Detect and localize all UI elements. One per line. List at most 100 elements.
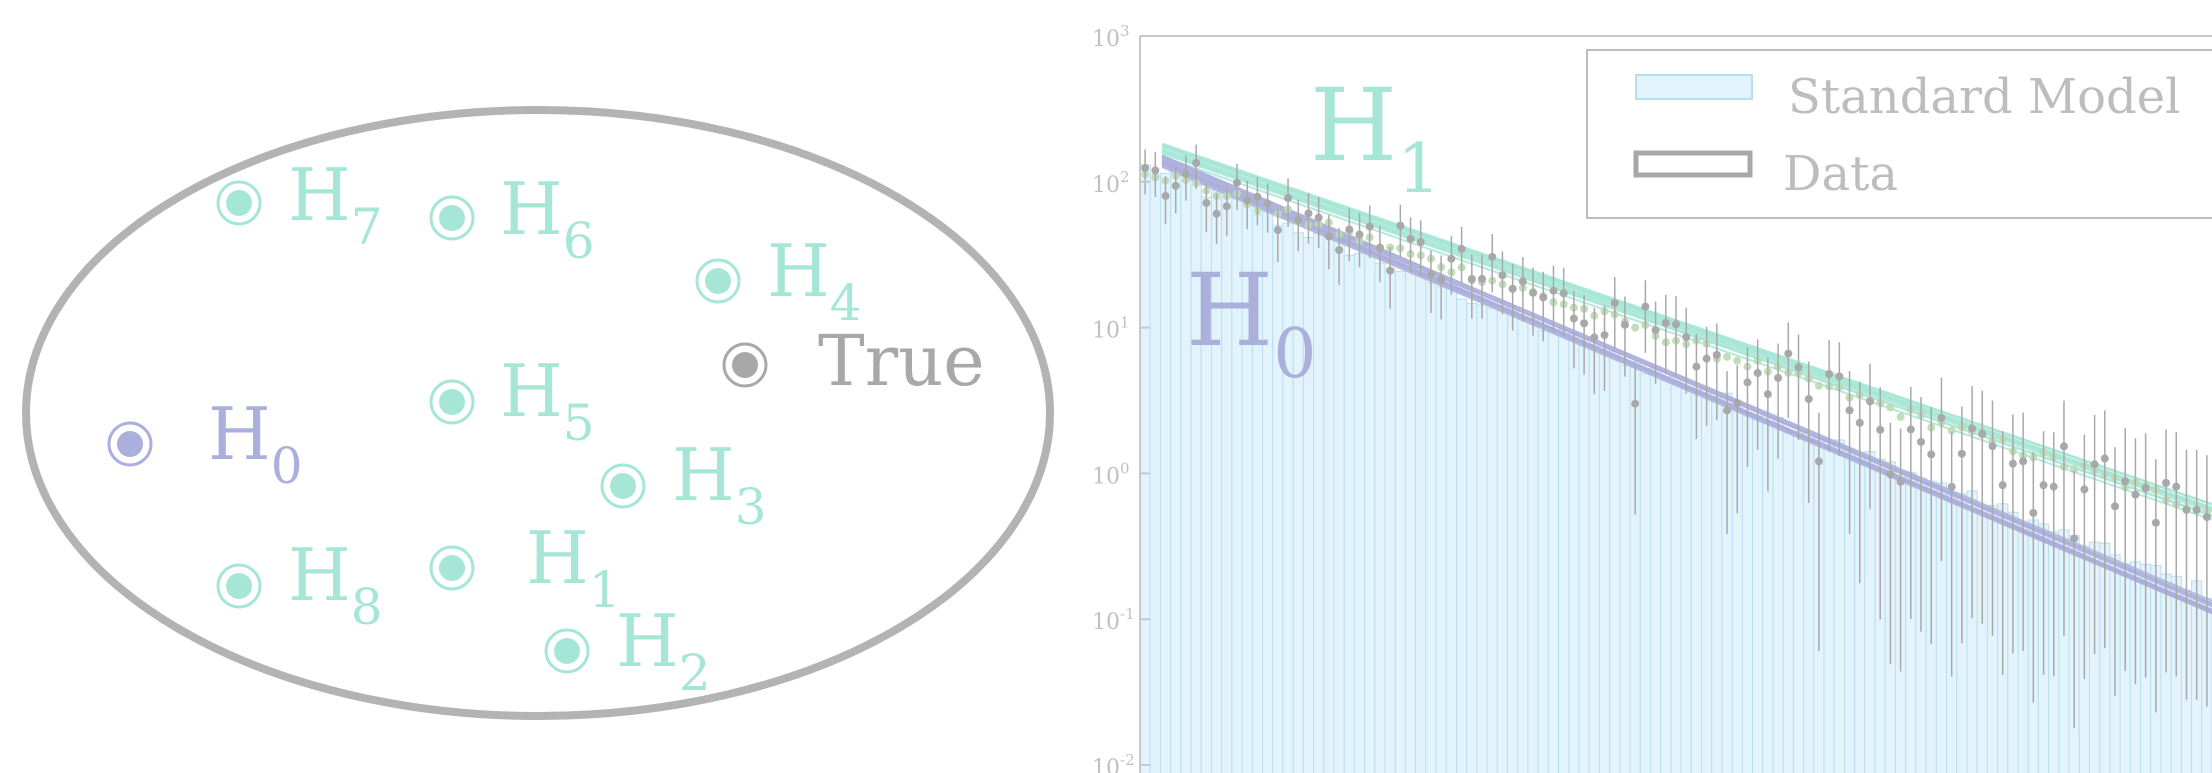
data-point	[1794, 363, 1803, 372]
legend: Standard Model Data	[1586, 49, 2212, 219]
hypothesis-h3-label: H3	[672, 433, 767, 536]
sm-bar	[1159, 172, 1172, 773]
data-point	[1927, 450, 1936, 459]
sm-bar	[1680, 386, 1692, 773]
data-point	[1865, 397, 1874, 406]
data-point	[1692, 362, 1701, 371]
data-point	[1294, 216, 1303, 225]
sm-bar	[1404, 266, 1417, 773]
sm-bar	[1772, 417, 1784, 773]
data-point	[2008, 459, 2017, 468]
sm-bar	[1558, 328, 1570, 773]
true-label: True	[818, 320, 985, 402]
sm-bar	[1609, 351, 1621, 773]
ytick-label: 102	[1092, 168, 1130, 198]
data-point	[1141, 163, 1150, 172]
data-point	[1222, 202, 1231, 211]
hypothesis-h8-ring	[216, 563, 262, 609]
data-point	[1335, 246, 1344, 255]
sm-bar	[1690, 388, 1703, 773]
annotation-h1: H1	[1310, 67, 1440, 209]
hypothesis-h4-dot	[705, 268, 731, 294]
legend-swatch-data	[1633, 150, 1753, 178]
data-point	[1212, 209, 1221, 218]
data-point	[1712, 350, 1721, 359]
h1-band-line	[1161, 151, 2212, 513]
hypothesis-h5-dot	[439, 389, 465, 415]
legend-swatch-sm	[1635, 74, 1753, 100]
h0-band-line	[1161, 154, 2212, 605]
sm-bar	[1660, 376, 1672, 773]
h1-band-line	[1161, 143, 2212, 506]
data-point	[1978, 429, 1987, 438]
sm-bar	[1415, 271, 1427, 773]
data-point	[1804, 395, 1813, 404]
hypothesis-h8-label: H8	[288, 533, 383, 636]
data-point	[1396, 221, 1405, 230]
hypothesis-h1-label: H1	[526, 516, 621, 619]
data-point	[1559, 289, 1568, 298]
sm-bar	[1517, 318, 1529, 773]
hypothesis-h1-ring	[429, 545, 475, 591]
sm-bar	[1353, 252, 1366, 773]
data-point	[1733, 399, 1742, 408]
hypothesis-h2: H2	[544, 599, 711, 702]
sm-bar	[1374, 262, 1386, 773]
hypothesis-h6: H6	[429, 167, 595, 270]
data-point	[2192, 506, 2201, 515]
axes	[1139, 35, 2212, 773]
sm-bar	[1466, 302, 1478, 773]
data-point	[2111, 502, 2120, 511]
data-point	[1743, 378, 1752, 387]
hypothesis-h0-ring	[107, 421, 153, 467]
hypothesis-h2-dot	[554, 638, 580, 664]
sm-bar	[1333, 239, 1345, 773]
hypothesis-h4: H4	[695, 229, 862, 332]
sm-bar	[1547, 330, 1560, 773]
hypothesis-space-ellipse	[22, 106, 1054, 720]
data-point	[1151, 166, 1160, 175]
data-point	[1447, 254, 1456, 263]
chart-panel: 103 102 101 100 10-1 10-2 Standard Model Data…	[1092, 22, 2212, 773]
hypothesis-h2-ring	[544, 628, 590, 674]
data-point	[2202, 513, 2211, 522]
data-point	[1539, 293, 1548, 302]
data-point	[2049, 482, 2058, 491]
sm-bar	[1445, 284, 1457, 773]
hypothesis-h0: H0	[107, 392, 303, 495]
sm-bar	[1476, 304, 1488, 773]
hypothesis-h3-ring	[600, 463, 646, 509]
sm-bar	[1292, 232, 1304, 773]
data-point	[1324, 232, 1333, 241]
data-point	[1855, 418, 1864, 427]
data-point	[1437, 275, 1446, 284]
data-point	[1661, 318, 1670, 327]
data-point	[1774, 373, 1783, 382]
sm-bar	[1507, 306, 1519, 773]
true-point: True	[722, 320, 985, 402]
data-point	[1426, 270, 1435, 279]
intermediate-point	[2070, 465, 2079, 474]
sm-bar	[1619, 364, 1631, 773]
hypothesis-h5-ring	[429, 379, 475, 425]
sm-bar	[1670, 375, 1682, 773]
data-point	[1580, 319, 1589, 328]
data-point	[1968, 424, 1977, 433]
data-point	[1600, 331, 1609, 340]
data-point	[1478, 274, 1487, 283]
data-point	[2162, 478, 2171, 487]
data-point	[1825, 370, 1834, 379]
data-point	[1651, 326, 1660, 335]
sm-bar	[1701, 392, 1713, 773]
data-point	[2100, 454, 2109, 463]
sm-bar	[1394, 270, 1406, 773]
sm-bars	[1139, 164, 2212, 773]
data-point	[1304, 209, 1313, 218]
data-point	[1620, 320, 1629, 329]
sm-bar	[1568, 333, 1580, 773]
sm-bar	[1455, 298, 1468, 773]
data-point	[1355, 230, 1364, 239]
ytick-label: 103	[1092, 22, 1130, 52]
data-point	[2182, 505, 2191, 514]
